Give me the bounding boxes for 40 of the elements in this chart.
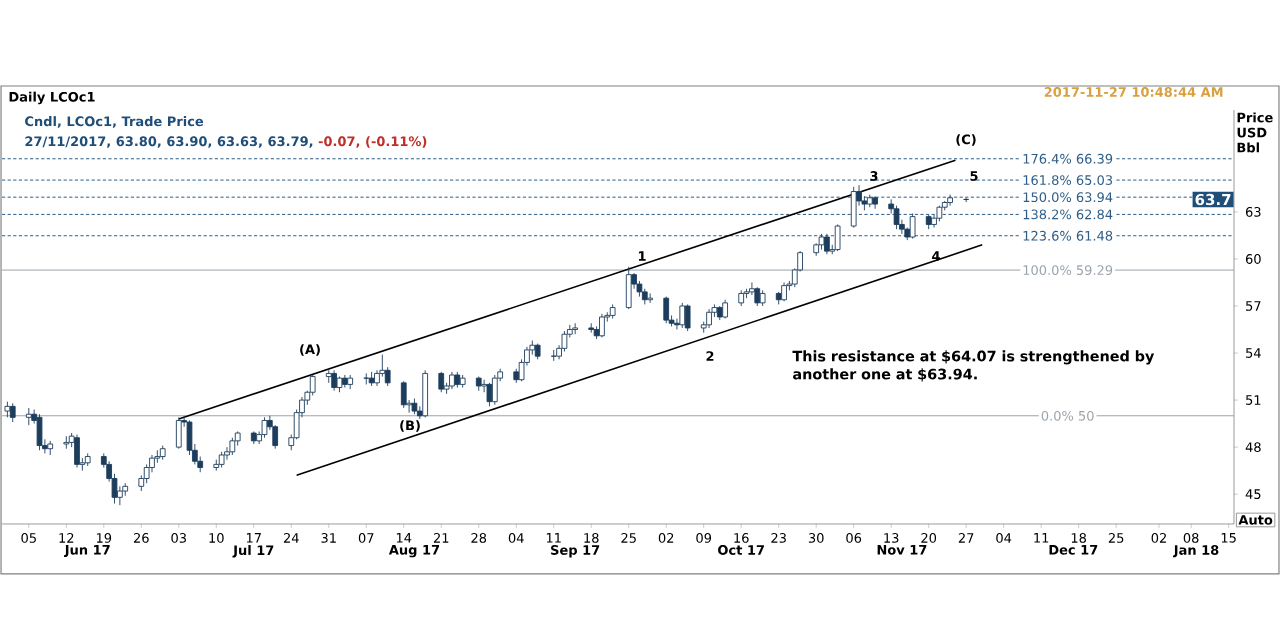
candlestick bbox=[679, 302, 686, 329]
candlestick bbox=[663, 296, 670, 324]
candlestick bbox=[647, 293, 653, 304]
candlestick bbox=[834, 224, 841, 252]
candlestick bbox=[486, 382, 493, 407]
candlestick bbox=[947, 194, 953, 207]
candlestick bbox=[706, 308, 712, 329]
candlestick bbox=[272, 424, 279, 450]
candlestick bbox=[931, 214, 937, 229]
candlestick bbox=[893, 205, 900, 230]
candlestick bbox=[754, 286, 761, 307]
candlestick bbox=[749, 282, 755, 296]
candlestick bbox=[331, 369, 337, 392]
candlestick bbox=[175, 416, 182, 450]
candlestick bbox=[599, 313, 605, 338]
candlestick bbox=[722, 299, 728, 319]
candlestick bbox=[850, 186, 857, 229]
candlestick bbox=[36, 413, 43, 451]
candlestick bbox=[74, 434, 80, 468]
candlestick bbox=[117, 485, 123, 506]
candlestick bbox=[684, 303, 691, 332]
candlestick bbox=[422, 369, 429, 418]
candlestick bbox=[186, 420, 193, 456]
candlestick bbox=[143, 463, 150, 484]
candlestick bbox=[9, 402, 16, 423]
candlestick bbox=[872, 195, 878, 210]
candlestick bbox=[781, 282, 787, 302]
candlestick bbox=[625, 266, 632, 310]
candlestick bbox=[63, 435, 70, 450]
candlestick bbox=[824, 233, 830, 255]
candlestick bbox=[154, 449, 161, 464]
candlestick bbox=[561, 330, 568, 352]
candlestick bbox=[400, 380, 407, 409]
candlestick bbox=[363, 372, 370, 385]
candlestick bbox=[224, 446, 230, 461]
candlestick bbox=[438, 371, 445, 393]
candlestick bbox=[379, 354, 386, 378]
candlestick bbox=[261, 416, 268, 439]
candlestick bbox=[491, 374, 498, 406]
candlestick bbox=[909, 213, 916, 240]
